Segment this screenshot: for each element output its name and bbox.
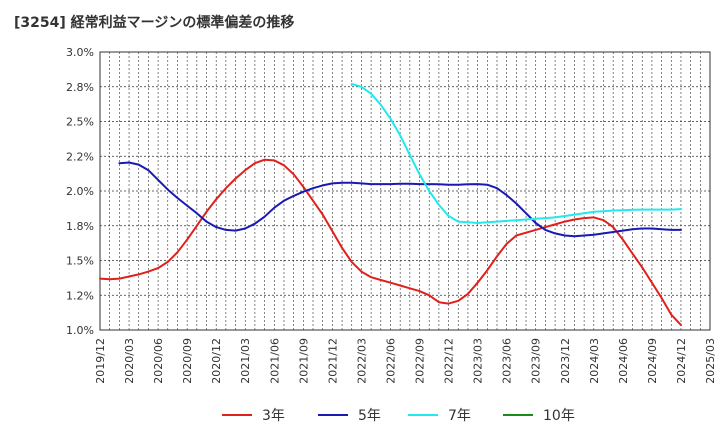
legend-label: 5年	[358, 408, 381, 424]
x-axis: 2019/12 2020/03 2020/06 2020/09 2020/12 2021/…	[94, 338, 717, 384]
series-lines	[99, 83, 682, 327]
x-tick-label: 2023/06	[501, 338, 514, 384]
legend-label: 7年	[448, 408, 471, 424]
x-tick-label: 2019/12	[94, 338, 107, 384]
x-tick-label: 2022/06	[384, 338, 397, 384]
x-tick-label: 2024/03	[588, 338, 601, 384]
x-tick-label: 2024/12	[675, 338, 688, 384]
x-tick-label: 2022/09	[414, 338, 427, 384]
y-tick-label: 2.2%	[66, 150, 94, 163]
x-tick-label: 2021/09	[297, 338, 310, 384]
x-tick-label: 2023/12	[559, 338, 572, 384]
series-line-3年	[99, 158, 682, 327]
legend-label: 3年	[262, 408, 285, 424]
y-tick-label: 3.0%	[66, 46, 94, 59]
y-tick-label: 2.8%	[66, 81, 94, 94]
x-tick-label: 2024/09	[646, 338, 659, 384]
series-line-7年	[350, 83, 682, 224]
y-tick-label: 1.8%	[66, 220, 94, 233]
y-tick-label: 1.5%	[66, 255, 94, 268]
x-tick-label: 2021/03	[239, 338, 252, 384]
y-tick-label: 2.5%	[66, 116, 94, 129]
x-tick-label: 2021/06	[268, 338, 281, 384]
grid-lines	[100, 51, 710, 331]
x-tick-label: 2021/12	[326, 338, 339, 384]
x-tick-label: 2020/06	[152, 338, 165, 384]
x-tick-label: 2020/03	[123, 338, 136, 384]
y-tick-label: 2.0%	[66, 185, 94, 198]
x-tick-label: 2020/12	[210, 338, 223, 384]
y-tick-label: 1.2%	[66, 289, 94, 302]
x-tick-label: 2022/03	[355, 338, 368, 384]
x-tick-label: 2025/03	[704, 338, 717, 384]
y-axis: 3.0% 2.8% 2.5% 2.2% 2.0% 1.8% 1.5% 1.2% 1.0%	[66, 46, 94, 337]
legend-label: 10年	[543, 408, 575, 424]
x-tick-label: 2023/03	[472, 338, 485, 384]
chart-title: [3254] 経常利益マージンの標準偏差の推移	[14, 15, 295, 31]
y-tick-label: 1.0%	[66, 324, 94, 337]
x-tick-label: 2020/09	[181, 338, 194, 384]
x-tick-label: 2023/09	[530, 338, 543, 384]
legend: 3年 5年 7年 10年	[222, 408, 575, 424]
x-tick-label: 2024/06	[617, 338, 630, 384]
x-tick-label: 2022/12	[443, 338, 456, 384]
series-line-5年	[118, 161, 682, 238]
